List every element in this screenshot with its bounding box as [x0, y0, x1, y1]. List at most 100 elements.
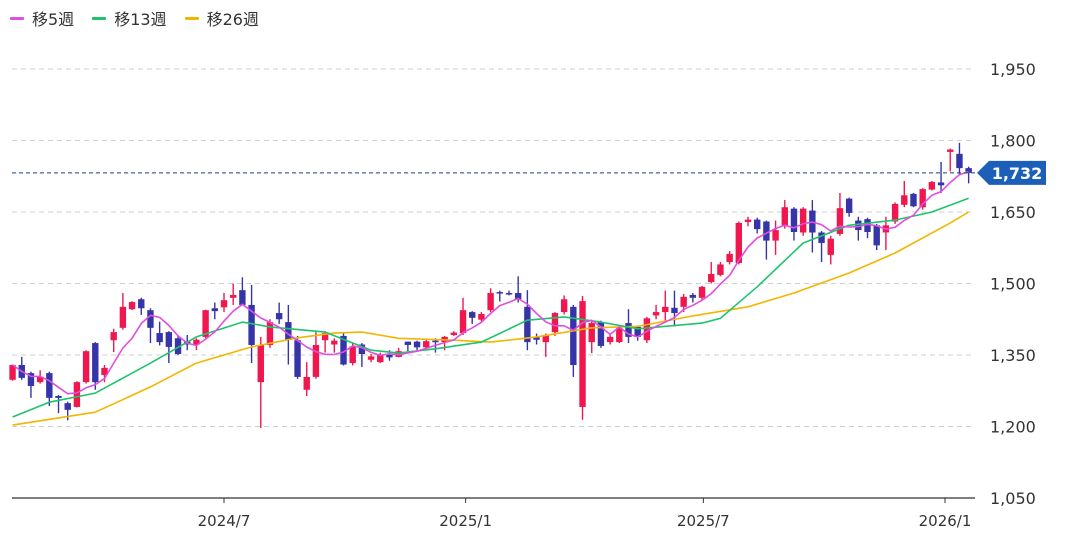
candle-body	[404, 341, 412, 345]
candle	[662, 290, 669, 322]
y-tick-label: 1,050	[990, 489, 1036, 508]
candle	[827, 235, 834, 265]
candle-body	[119, 306, 127, 328]
ma13-line	[12, 197, 969, 418]
candle-body	[82, 351, 90, 383]
candle	[193, 338, 200, 351]
candle	[772, 220, 779, 255]
candle-body	[827, 238, 834, 255]
candle-body	[680, 296, 687, 307]
candle	[790, 207, 798, 241]
candle	[606, 334, 614, 345]
candle-body	[919, 189, 926, 208]
candle	[404, 341, 412, 352]
candle-body	[662, 306, 669, 313]
legend-item-ma13[interactable]: 移13週	[92, 6, 167, 30]
candle	[652, 304, 660, 320]
candle-body	[542, 334, 549, 343]
candle-body	[689, 294, 697, 298]
legend-swatch-ma26	[184, 16, 199, 20]
current-price-label: 1,732	[992, 164, 1043, 183]
legend-swatch-ma5	[10, 16, 24, 20]
candle-body	[671, 307, 678, 314]
candle-body	[570, 306, 577, 366]
candle-body	[625, 323, 632, 337]
candle-body	[947, 149, 954, 152]
candle	[450, 331, 458, 336]
candle	[312, 332, 320, 379]
candle	[55, 395, 62, 414]
candle-body	[46, 373, 53, 398]
candle	[459, 297, 467, 335]
y-axis: 1,050 1,200 1,350 1,500 1,650 1,800 1,950	[990, 60, 1036, 508]
candle-body	[708, 273, 715, 283]
legend-label-ma13: 移13週	[114, 10, 167, 29]
candle	[496, 290, 503, 302]
candle	[211, 302, 219, 320]
candle-body	[386, 354, 393, 358]
candle	[275, 302, 283, 325]
candle	[689, 293, 697, 303]
candle	[726, 251, 733, 265]
candle-body	[836, 208, 844, 234]
ma26-line	[12, 211, 970, 426]
candle	[809, 200, 816, 253]
candle-body	[321, 333, 329, 341]
candle-body	[165, 332, 173, 347]
candle-body	[303, 376, 310, 390]
candle-body	[478, 313, 485, 320]
legend-item-ma26[interactable]: 移26週	[184, 6, 259, 30]
candle-body	[73, 382, 81, 407]
candle-body	[799, 208, 807, 233]
candle-body	[533, 337, 540, 340]
candle	[82, 350, 90, 384]
candle-body	[487, 293, 494, 311]
candle-body	[285, 322, 292, 340]
candle-body	[101, 367, 108, 376]
candle-body	[36, 376, 44, 383]
candle-body	[505, 293, 513, 295]
candle	[331, 338, 338, 353]
candle	[588, 321, 595, 354]
candle-body	[965, 168, 972, 173]
x-axis: 2024/7 2025/1 2025/7 2026/1	[198, 498, 972, 530]
candle	[9, 364, 16, 381]
candle	[698, 285, 706, 301]
candle-body	[763, 221, 770, 241]
candle	[551, 312, 559, 336]
candle-body	[64, 403, 71, 410]
candle	[294, 335, 301, 379]
candle-body	[266, 322, 274, 345]
candle	[717, 262, 724, 277]
ma5-line	[12, 170, 969, 395]
x-tick-label: 2026/1	[919, 512, 972, 530]
current-price-marker: 1,732	[12, 160, 1046, 185]
legend-label-ma26: 移26週	[206, 10, 259, 29]
candle-body	[606, 336, 614, 343]
candle-body	[275, 313, 283, 320]
candle-body	[9, 365, 16, 380]
candle-body	[753, 219, 761, 230]
candle	[616, 326, 623, 344]
candle	[873, 223, 880, 251]
candle-body	[496, 292, 503, 294]
candle-body	[174, 338, 182, 355]
candle-body	[248, 304, 255, 345]
candle-body	[524, 306, 531, 343]
candle	[597, 320, 605, 348]
candle	[413, 340, 421, 351]
candle	[570, 304, 577, 377]
candle-body	[340, 335, 347, 365]
y-tick-label: 1,500	[990, 274, 1036, 293]
candle-body	[514, 293, 522, 300]
candle-body	[211, 308, 219, 312]
x-tick-label: 2024/7	[198, 512, 251, 530]
candle-body	[891, 203, 899, 222]
y-tick-label: 1,350	[990, 346, 1036, 365]
candle	[73, 381, 81, 408]
candle	[937, 161, 945, 193]
candle-body	[138, 299, 145, 309]
candle-body	[864, 219, 871, 233]
legend-item-ma5[interactable]: 移5週	[10, 6, 74, 30]
